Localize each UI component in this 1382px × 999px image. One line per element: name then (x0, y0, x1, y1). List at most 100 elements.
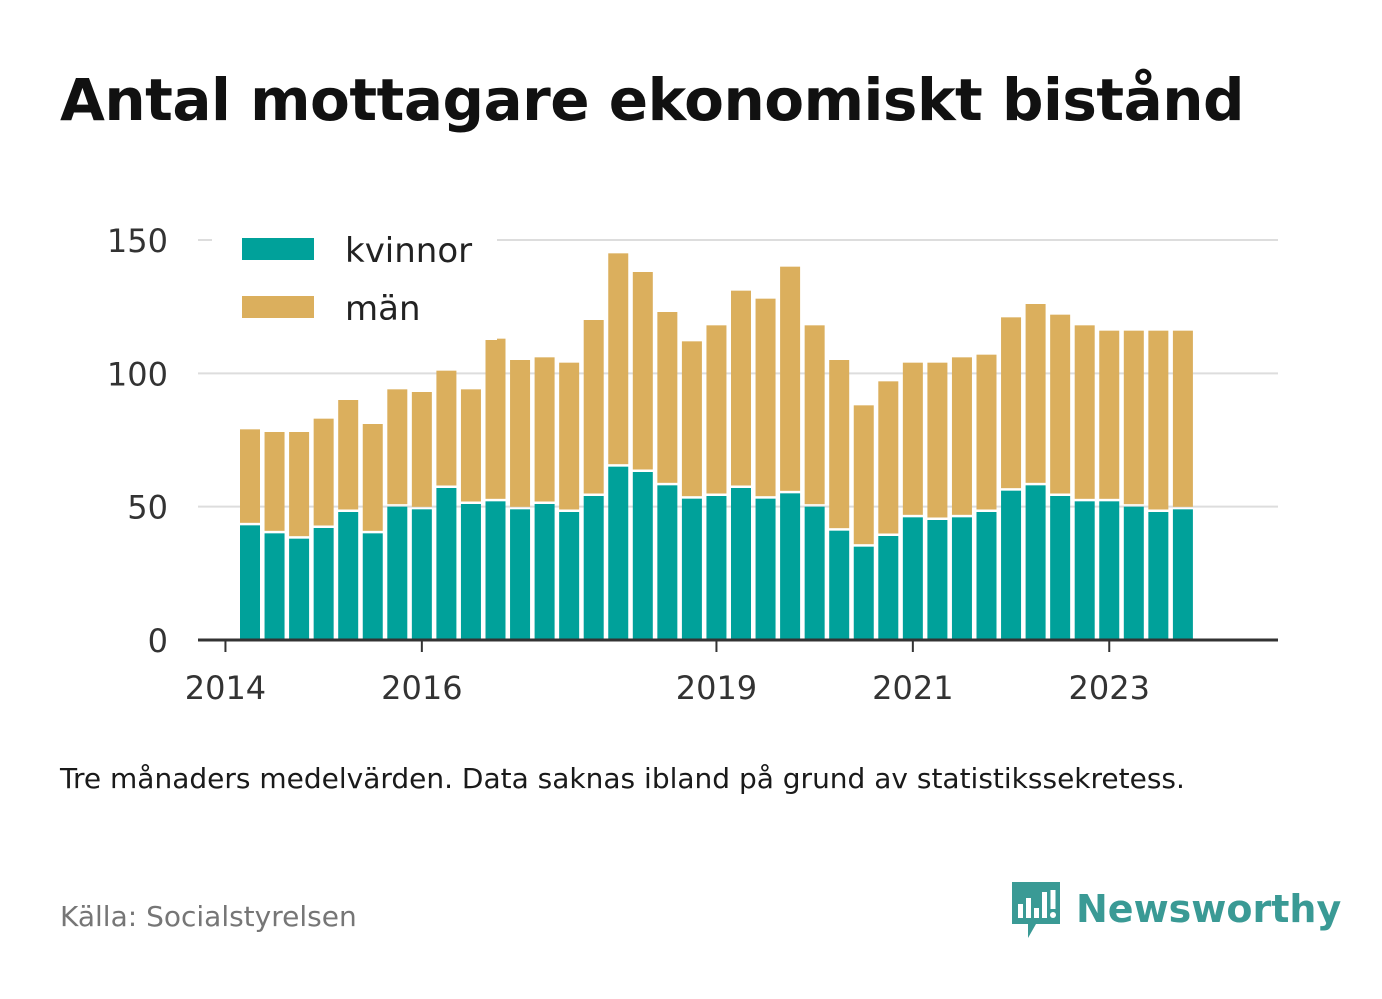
axes: 0 50 100 150 2014 2016 2019 2021 2023 (107, 222, 1278, 707)
bar-kvinnor (976, 512, 997, 640)
bar-kvinnor (485, 501, 506, 640)
bar-man (902, 362, 923, 515)
bar-man (829, 360, 850, 529)
x-tick-label: 2014 (185, 669, 266, 707)
bar-man (362, 424, 383, 531)
bar-kvinnor (902, 517, 923, 640)
bar-kvinnor (706, 496, 727, 640)
bar-kvinnor (289, 538, 310, 640)
bar-man (534, 357, 555, 502)
bar-man (657, 312, 678, 483)
chart-note: Tre månaders medelvärden. Data saknas ib… (60, 762, 1185, 795)
bar-kvinnor (1074, 501, 1095, 640)
bar-kvinnor (878, 536, 899, 640)
bar-kvinnor (460, 504, 481, 640)
bar-man (510, 360, 531, 507)
bar-man (706, 325, 727, 494)
legend: kvinnor män (212, 222, 497, 340)
bar-kvinnor (755, 498, 776, 640)
y-tick-label: 0 (148, 622, 168, 660)
bar-man (436, 370, 457, 486)
bar-kvinnor (1148, 512, 1169, 640)
brand-name: Newsworthy (1076, 887, 1342, 931)
bar-man (559, 362, 580, 510)
bar-kvinnor (362, 533, 383, 640)
bar-man (313, 418, 334, 526)
bar-kvinnor (1025, 485, 1046, 640)
bar-kvinnor (1001, 490, 1022, 640)
bar-man (1025, 304, 1046, 483)
bar-kvinnor (632, 472, 653, 640)
bar-kvinnor (510, 509, 531, 640)
bar-man (264, 432, 285, 531)
bar-kvinnor (780, 493, 801, 640)
bar-man (608, 253, 629, 465)
bar-kvinnor (927, 520, 948, 640)
bar-man (878, 381, 899, 534)
chart-title: Antal mottagare ekonomiskt bistånd (60, 66, 1245, 134)
legend-label: män (345, 289, 421, 329)
bar-kvinnor (1172, 509, 1193, 640)
legend-label: kvinnor (345, 231, 472, 271)
x-tick-label: 2016 (381, 669, 462, 707)
bar-kvinnor (559, 512, 580, 640)
bar-man (387, 389, 408, 505)
bar-man (240, 429, 260, 523)
bar-kvinnor (338, 512, 359, 640)
bar-kvinnor (608, 466, 629, 640)
legend-swatch (242, 238, 314, 260)
bar-man (411, 392, 432, 507)
bar-man (853, 405, 874, 545)
bar-man (1074, 325, 1095, 499)
bar-man (485, 338, 506, 499)
bar-man (632, 272, 653, 470)
bar-kvinnor (731, 488, 751, 640)
bar-man (1099, 330, 1120, 499)
source-label: Källa: Socialstyrelsen (60, 900, 357, 933)
bar-kvinnor (411, 509, 432, 640)
bar-man (780, 266, 801, 491)
bar-kvinnor (1050, 496, 1071, 640)
y-tick-label: 100 (107, 355, 168, 393)
x-tick-label: 2019 (676, 669, 757, 707)
bar-man (681, 341, 702, 497)
legend-swatch (242, 296, 314, 318)
bar-man (976, 354, 997, 510)
x-tick-label: 2021 (872, 669, 953, 707)
bar-man (583, 320, 604, 494)
bar-kvinnor (681, 498, 702, 640)
brand: Newsworthy (1010, 878, 1341, 940)
y-tick-label: 50 (127, 489, 168, 527)
bar-man (731, 290, 751, 486)
bar-man (1123, 330, 1144, 505)
bar-kvinnor (264, 533, 285, 640)
bar-man (1050, 314, 1071, 494)
chart-speech-bubble-icon (1012, 882, 1060, 938)
bar-man (460, 389, 481, 502)
stacked-bar-chart: 0 50 100 150 2014 2016 2019 2021 2023 kvinnor män (107, 222, 1278, 707)
bar-man (1172, 330, 1193, 507)
bar-kvinnor (387, 506, 408, 640)
bar-kvinnor (829, 530, 850, 640)
bar-kvinnor (951, 517, 972, 640)
x-tick-label: 2023 (1069, 669, 1150, 707)
bar-kvinnor (313, 528, 334, 640)
bar-kvinnor (240, 525, 260, 640)
bar-man (804, 325, 825, 505)
bar-kvinnor (804, 506, 825, 640)
bar-kvinnor (436, 488, 457, 640)
bar-kvinnor (657, 485, 678, 640)
bar-kvinnor (853, 546, 874, 640)
bar-kvinnor (534, 504, 555, 640)
bar-man (1148, 330, 1169, 510)
bar-kvinnor (1099, 501, 1120, 640)
y-tick-label: 150 (107, 222, 168, 260)
bar-man (289, 432, 310, 537)
bar-man (927, 362, 948, 518)
bar-man (951, 357, 972, 515)
bar-man (1001, 317, 1022, 489)
bars (240, 253, 1193, 640)
bar-kvinnor (1123, 506, 1144, 640)
bar-kvinnor (583, 496, 604, 640)
bar-man (338, 400, 359, 510)
